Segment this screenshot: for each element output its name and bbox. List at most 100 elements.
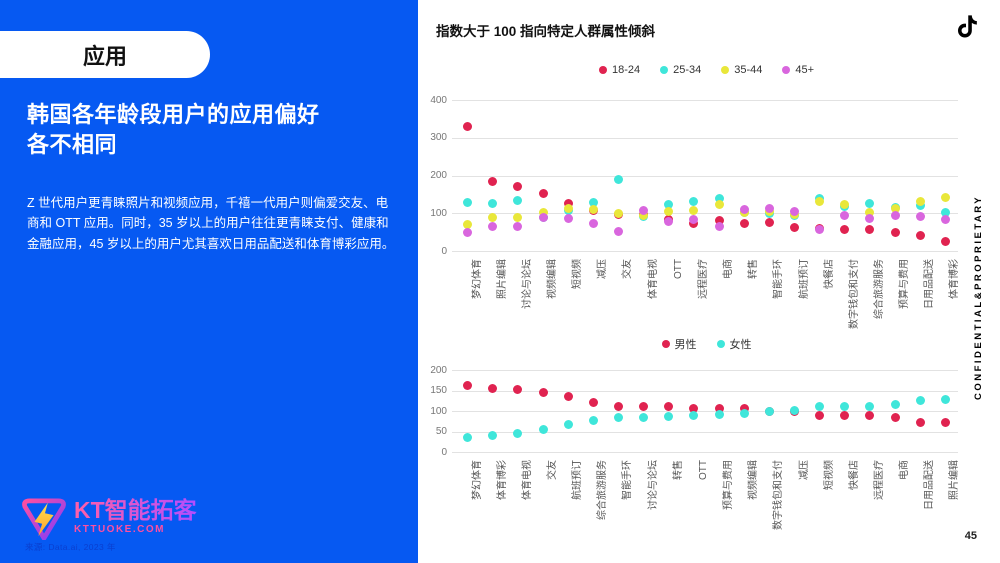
data-point: [639, 412, 649, 422]
x-axis-label: 转售: [672, 460, 684, 480]
legend-label: 25-34: [673, 64, 702, 76]
chart-legend: 男性 女性: [455, 336, 958, 352]
data-point: [613, 208, 623, 218]
x-axis-label: 数字钱包和支付: [773, 460, 785, 530]
data-point: [714, 404, 724, 414]
x-axis-label: 讨论与论坛: [647, 460, 659, 510]
legend-label: 35-44: [734, 64, 763, 76]
y-axis-tick: 0: [441, 245, 447, 257]
x-axis-label: 转售: [748, 259, 760, 279]
data-point: [588, 397, 598, 407]
data-point: [764, 204, 774, 214]
legend-item: 18-24: [598, 64, 640, 76]
y-axis-tick: 0: [441, 446, 447, 458]
data-point: [890, 204, 900, 214]
data-point: [915, 196, 925, 206]
x-axis-label: 交友: [622, 259, 634, 279]
x-axis-label: 交友: [547, 460, 559, 480]
logo-url: KTTUOKE.COM: [74, 524, 165, 536]
data-point: [613, 226, 623, 236]
data-point: [790, 206, 800, 216]
x-axis-label: 综合旅游服务: [597, 460, 609, 520]
legend-dot-icon: [721, 66, 730, 74]
legend-label: 45+: [795, 64, 815, 76]
y-axis-tick: 400: [430, 94, 447, 106]
x-axis-label: OTT: [697, 460, 709, 480]
data-point: [865, 224, 875, 234]
legend-dot-icon: [661, 340, 670, 348]
data-point: [890, 399, 900, 409]
data-point: [664, 401, 674, 411]
data-point: [890, 228, 900, 238]
x-axis-label: 减压: [798, 460, 810, 480]
data-point: [513, 195, 523, 205]
data-point: [940, 236, 950, 246]
data-point: [790, 406, 800, 416]
data-point: [915, 230, 925, 240]
data-point: [915, 395, 925, 405]
data-point: [613, 401, 623, 411]
y-axis-tick: 100: [430, 207, 447, 219]
data-point: [664, 206, 674, 216]
data-point: [588, 204, 598, 214]
kt-logo: KT智能拓客 KTTUOKE.COM: [22, 498, 197, 545]
data-point: [815, 224, 825, 234]
data-point: [639, 206, 649, 216]
slide-body-text: Z 世代用户更青睐照片和视频应用，千禧一代用户则偏爱交友、电商和 OTT 应用。…: [27, 196, 395, 251]
legend-item: 男性: [661, 336, 697, 352]
data-point: [940, 395, 950, 405]
y-axis-tick: 100: [430, 405, 447, 417]
x-axis-label: 体育电视: [647, 259, 659, 299]
data-point: [563, 214, 573, 224]
data-point: [865, 198, 875, 208]
left-panel: 应用 韩国各年龄段用户的应用偏好 各不相同 Z 世代用户更青睐照片和视频应用，千…: [0, 0, 418, 563]
gridline: [452, 100, 958, 101]
data-point: [865, 207, 875, 217]
data-point: [714, 216, 724, 226]
data-point: [613, 174, 623, 184]
x-axis-label: 体育博彩: [496, 460, 508, 500]
data-point: [865, 411, 875, 421]
data-point: [563, 198, 573, 208]
gridline: [452, 213, 958, 215]
x-axis-label: 照片编辑: [496, 259, 508, 299]
x-axis-label: 照片编辑: [949, 460, 961, 500]
data-point: [689, 197, 699, 207]
data-point: [689, 215, 699, 225]
legend-dot-icon: [716, 340, 725, 348]
x-axis-label: 短视频: [572, 259, 584, 289]
gridline: [452, 137, 958, 139]
slide-title: 韩国各年龄段用户的应用偏好 各不相同: [27, 102, 320, 157]
x-axis-label: 航班预订: [798, 259, 810, 299]
data-point: [588, 415, 598, 425]
legend-dot-icon: [598, 66, 607, 74]
y-axis-tick: 300: [430, 132, 447, 144]
data-point: [613, 413, 623, 423]
legend-label: 男性: [674, 339, 697, 351]
x-axis-label: 体育博彩: [949, 259, 961, 299]
data-point: [488, 198, 498, 208]
data-point: [563, 420, 573, 430]
data-point: [463, 380, 473, 390]
data-point: [639, 211, 649, 220]
x-axis-label: 体育电视: [521, 460, 533, 500]
data-point: [714, 221, 724, 231]
data-point: [588, 218, 598, 228]
data-point: [739, 204, 749, 214]
data-point: [915, 211, 925, 221]
y-axis-tick: 50: [435, 426, 447, 437]
x-axis-label: 预算与费用: [723, 460, 735, 510]
y-axis-tick: 200: [430, 170, 447, 181]
x-axis-label: 数字钱包和支付: [848, 259, 860, 329]
page-number: 45: [964, 530, 977, 542]
data-point: [689, 403, 699, 413]
section-badge: 应用: [0, 31, 210, 78]
legend-dot-icon: [660, 66, 669, 74]
gridline: [452, 411, 958, 412]
data-point: [538, 213, 548, 223]
data-point: [513, 384, 523, 394]
lightning-bolt-icon: [22, 498, 66, 545]
data-point: [915, 201, 925, 211]
data-point: [563, 392, 573, 402]
data-point: [840, 211, 850, 220]
